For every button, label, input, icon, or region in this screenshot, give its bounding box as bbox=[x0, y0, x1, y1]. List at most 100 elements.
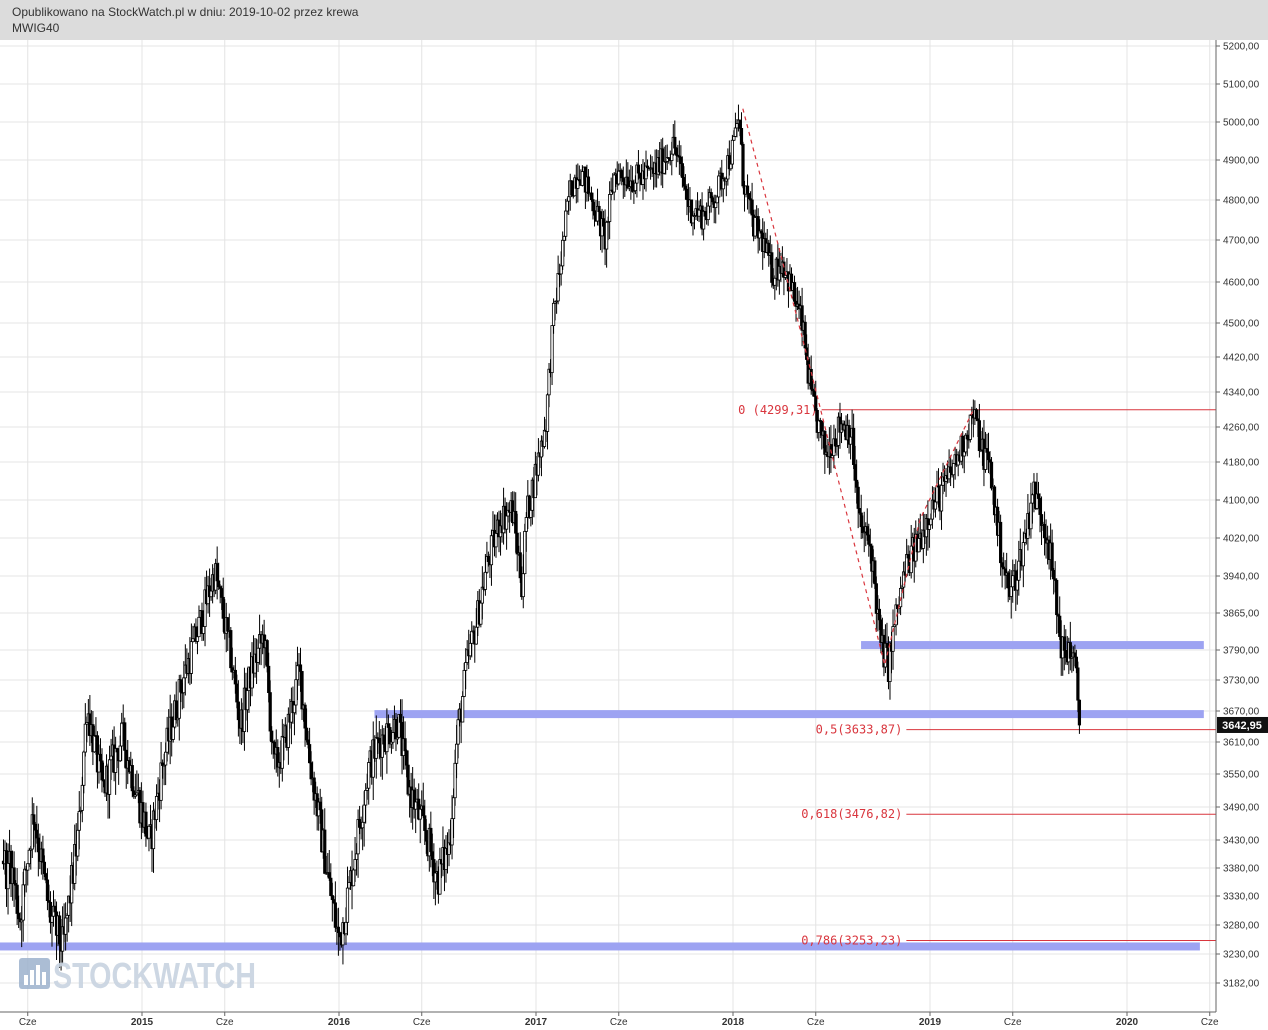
candle-body-down bbox=[621, 177, 625, 182]
candle-body-down bbox=[35, 829, 39, 839]
y-tick-label: 5200,00 bbox=[1223, 42, 1260, 53]
candle-body-up bbox=[617, 170, 621, 185]
candle-body-down bbox=[421, 805, 425, 817]
y-tick-label: 4340,00 bbox=[1223, 388, 1260, 399]
candle-body-down bbox=[858, 508, 862, 514]
candle-body-up bbox=[1017, 560, 1021, 581]
candle-body-up bbox=[147, 825, 151, 839]
candle-body-down bbox=[130, 765, 134, 792]
candle-body-down bbox=[814, 395, 818, 411]
candle-body-down bbox=[1077, 699, 1082, 726]
candle-body-up bbox=[968, 414, 972, 440]
candle-body-down bbox=[220, 588, 224, 598]
candle-body-up bbox=[474, 626, 478, 645]
candle-body-up bbox=[294, 679, 298, 706]
candle-body-down bbox=[332, 899, 336, 904]
candle-body-down bbox=[1038, 498, 1042, 515]
candle-body-down bbox=[792, 282, 797, 302]
candle-body-down bbox=[747, 193, 751, 200]
candle-body-up bbox=[454, 743, 459, 764]
candle-body-up bbox=[697, 209, 701, 217]
candle-body-up bbox=[82, 751, 86, 786]
trend-lines bbox=[742, 108, 974, 666]
candle-body-down bbox=[330, 895, 334, 900]
candle-body-down bbox=[486, 555, 491, 562]
candle-body-up bbox=[567, 196, 571, 202]
last-price-label: 3642,95 bbox=[1222, 720, 1262, 732]
candle-body-down bbox=[318, 801, 322, 811]
candle-body-down bbox=[306, 739, 310, 745]
candle-body-up bbox=[109, 755, 113, 761]
x-tick-label: 2017 bbox=[525, 1017, 548, 1028]
candle-body-up bbox=[171, 726, 175, 740]
candle-body-up bbox=[351, 869, 356, 887]
candle-body-up bbox=[468, 642, 472, 657]
candle-body-up bbox=[939, 484, 944, 512]
y-tick-label: 4800,00 bbox=[1223, 196, 1260, 207]
candle-body-down bbox=[597, 205, 601, 213]
candle-body-up bbox=[154, 795, 159, 821]
fibonacci-levels: 0 (4299,31) 0,5(3633,87) 0,618(3476,82) 0,7… bbox=[738, 403, 1216, 948]
candle-body-up bbox=[197, 616, 201, 638]
candle-body-down bbox=[386, 723, 391, 728]
candle-body-down bbox=[1064, 649, 1068, 658]
candle-body-up bbox=[670, 153, 674, 161]
candle-body-down bbox=[215, 563, 219, 582]
y-tick-label: 3940,00 bbox=[1223, 572, 1260, 583]
y-tick-label: 4900,00 bbox=[1223, 156, 1260, 167]
candle-body-down bbox=[36, 837, 40, 853]
candle-body-down bbox=[1068, 642, 1072, 659]
candle-body-down bbox=[683, 185, 688, 190]
candle-body-down bbox=[100, 760, 104, 781]
candle-body-down bbox=[270, 730, 274, 743]
x-tick-label: Cze bbox=[1201, 1017, 1219, 1028]
candle-body-down bbox=[430, 851, 434, 860]
chart-grid bbox=[0, 40, 1216, 1012]
candle-body-down bbox=[703, 211, 707, 217]
candle-body-up bbox=[717, 175, 721, 198]
candle-body-up bbox=[562, 235, 566, 241]
candle-body-down bbox=[812, 390, 816, 397]
candle-body-up bbox=[550, 325, 554, 374]
candle-body-down bbox=[32, 814, 36, 825]
candle-body-down bbox=[873, 560, 877, 585]
candle-body-down bbox=[41, 848, 45, 863]
candle-body-up bbox=[580, 171, 584, 186]
candle-body-down bbox=[403, 738, 407, 752]
zigzag-trend-line bbox=[742, 108, 974, 666]
candle-body-up bbox=[1021, 542, 1025, 567]
candle-body-up bbox=[362, 804, 366, 823]
support-zone bbox=[861, 641, 1204, 650]
candle-body-up bbox=[729, 163, 733, 170]
candle-body-down bbox=[300, 671, 304, 710]
candle-body-down bbox=[906, 554, 910, 559]
candle-body-down bbox=[44, 873, 48, 881]
published-info: Opublikowano na StockWatch.pl w dniu: 20… bbox=[12, 5, 359, 19]
candle-body-down bbox=[586, 176, 591, 194]
candle-body-down bbox=[45, 879, 50, 902]
candle-body-down bbox=[885, 642, 889, 648]
watermark-text: STOCKWATCH bbox=[53, 955, 256, 996]
candle-body-up bbox=[26, 863, 30, 871]
candle-body-down bbox=[17, 913, 21, 920]
candle-body-down bbox=[741, 143, 745, 187]
candle-body-up bbox=[464, 662, 468, 671]
candle-body-up bbox=[77, 811, 81, 831]
candle-body-down bbox=[327, 872, 331, 879]
candle-body-down bbox=[423, 815, 427, 831]
candle-body-down bbox=[123, 722, 127, 751]
candle-body-up bbox=[542, 429, 547, 447]
candle-body-up bbox=[76, 829, 80, 857]
candle-body-down bbox=[179, 679, 183, 693]
candle-body-up bbox=[605, 221, 609, 250]
candle-body-up bbox=[935, 485, 939, 503]
fib-level-label: 0,5(3633,87) bbox=[816, 723, 903, 737]
candle-body-down bbox=[518, 552, 522, 579]
candle-body-up bbox=[92, 735, 97, 753]
y-tick-label: 3330,00 bbox=[1223, 892, 1260, 903]
candle-body-down bbox=[711, 197, 715, 203]
candle-body-down bbox=[115, 748, 119, 753]
candle-body-down bbox=[620, 170, 624, 179]
x-tick-label: Cze bbox=[413, 1017, 431, 1028]
